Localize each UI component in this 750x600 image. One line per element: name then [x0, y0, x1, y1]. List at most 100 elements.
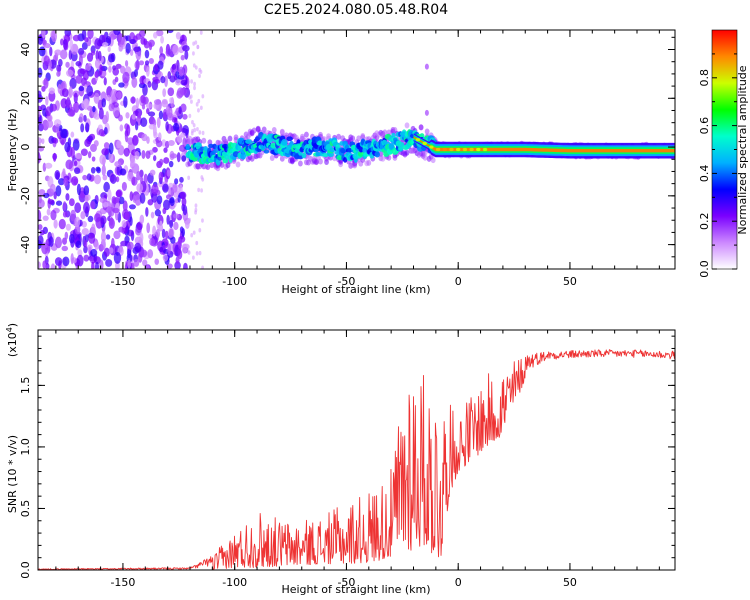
noise-blob	[80, 211, 86, 220]
noise-blob	[38, 35, 43, 46]
noise-blob	[169, 196, 175, 207]
noise-blob	[118, 114, 123, 122]
signal-halo	[251, 127, 257, 134]
noise-blob	[152, 146, 158, 153]
snr-multiplier-exp: 4	[5, 327, 14, 332]
noise-blob	[171, 63, 177, 70]
noise-blob	[98, 107, 104, 120]
noise-blob	[41, 138, 45, 145]
noise-blob	[94, 240, 100, 250]
noise-blob	[84, 37, 89, 43]
snr-ytick-label: 1.0	[19, 438, 32, 456]
isolated-blob	[424, 63, 429, 70]
noise-blob	[153, 131, 158, 139]
noise-blob	[46, 208, 51, 216]
signal-halo	[430, 157, 436, 164]
noise-blob	[115, 91, 122, 100]
signal-peak	[415, 138, 421, 142]
snr-multiplier-base: (x10	[6, 332, 19, 357]
noise-blob-fringe	[188, 217, 191, 222]
signal-peak	[482, 147, 488, 152]
noise-blob	[103, 181, 110, 193]
noise-blob-fringe	[199, 30, 203, 35]
noise-blob	[53, 119, 62, 127]
noise-blob	[79, 113, 84, 123]
noise-blob	[168, 160, 174, 168]
noise-blob	[123, 96, 128, 108]
noise-blob	[179, 226, 184, 234]
snr-content	[38, 349, 675, 570]
signal-halo	[366, 159, 372, 166]
noise-blob	[110, 237, 115, 250]
signal-speckle	[185, 143, 190, 151]
signal-halo	[380, 155, 386, 162]
noise-blob	[86, 173, 92, 181]
noise-blob	[154, 78, 161, 84]
noise-blob-fringe	[200, 188, 203, 193]
noise-blob	[87, 30, 94, 40]
noise-blob	[60, 98, 68, 109]
noise-blob	[118, 226, 126, 233]
noise-blob	[99, 63, 103, 76]
noise-blob	[103, 77, 107, 86]
noise-blob	[106, 94, 111, 102]
noise-blob	[110, 174, 117, 184]
noise-blob-fringe	[195, 102, 199, 107]
noise-blob	[92, 105, 96, 113]
noise-blob	[160, 76, 166, 84]
signal-halo	[382, 129, 388, 136]
noise-blob	[103, 142, 110, 149]
noise-blob	[93, 113, 101, 120]
noise-blob	[85, 63, 91, 71]
noise-blob	[62, 201, 67, 211]
signal-halo	[422, 154, 428, 161]
noise-blob	[112, 67, 120, 76]
noise-blob	[136, 183, 144, 193]
noise-blob	[143, 173, 148, 184]
isolated-blob	[424, 109, 429, 116]
signal-halo	[326, 133, 331, 140]
noise-blob	[59, 49, 68, 60]
signal-speckle	[286, 136, 293, 142]
colorbar: 0.0 0.2 0.4 0.6 0.8 Normalized spectral ampl…	[698, 29, 749, 278]
noise-blob	[133, 46, 141, 52]
noise-blob	[129, 39, 137, 45]
noise-blob-fringe	[191, 255, 195, 260]
noise-blob	[134, 242, 142, 253]
noise-blob	[113, 230, 121, 240]
noise-blob	[38, 151, 41, 164]
noise-blob	[65, 61, 70, 68]
noise-blob	[112, 207, 120, 214]
noise-blob	[83, 201, 90, 214]
noise-blob	[127, 259, 131, 269]
snr-ytick-label: 1.5	[19, 377, 32, 395]
noise-blob-fringe	[196, 126, 199, 132]
noise-blob	[182, 113, 188, 120]
noise-blob	[75, 61, 82, 67]
signal-speckle	[203, 145, 208, 152]
noise-blob	[42, 260, 47, 269]
noise-blob	[53, 191, 57, 200]
signal-speckle	[388, 143, 395, 150]
noise-blob-fringe	[197, 187, 201, 193]
noise-blob	[105, 258, 113, 267]
noise-blob	[63, 38, 68, 50]
noise-blob	[75, 74, 83, 84]
noise-blob	[83, 114, 87, 122]
noise-blob	[81, 42, 88, 50]
noise-blob	[78, 86, 85, 92]
noise-blob	[149, 237, 156, 246]
noise-blob	[44, 162, 53, 169]
snr-ticks: -150 -100 -50 0 50 0.0 0.5 1.0 1.5	[19, 330, 675, 589]
noise-blob	[132, 134, 139, 146]
noise-blob	[163, 147, 168, 153]
noise-blob	[111, 196, 117, 204]
noise-blob	[114, 76, 119, 83]
signal-halo	[304, 131, 309, 138]
noise-blob	[141, 103, 146, 110]
noise-blob	[157, 132, 162, 141]
noise-blob	[38, 110, 41, 118]
noise-blob	[157, 60, 164, 70]
noise-blob	[76, 254, 84, 267]
noise-blob	[140, 176, 144, 185]
